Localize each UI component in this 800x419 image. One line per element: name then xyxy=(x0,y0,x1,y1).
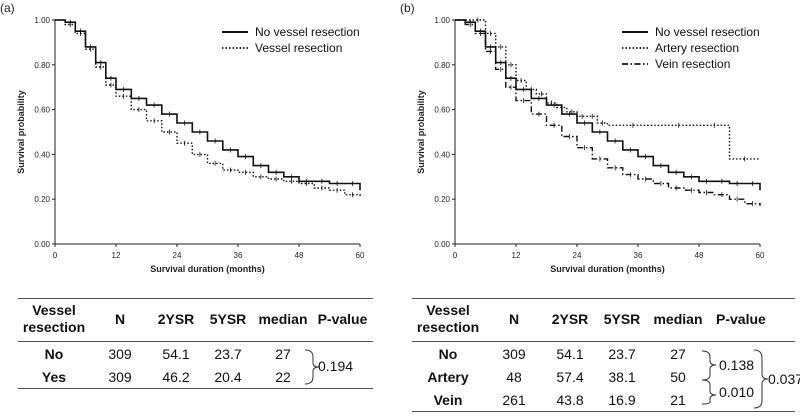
header-2ysr: 2YSR xyxy=(157,310,195,327)
cell-5ysr: 23.7 xyxy=(214,345,242,362)
y-tick-label: 0.00 xyxy=(434,240,450,249)
y-tick-label: 1.00 xyxy=(34,16,50,25)
cell-median: 22 xyxy=(275,368,291,385)
table-row: No 309 54.1 23.7 27 xyxy=(18,342,373,366)
table-row: Artery 48 57.4 38.1 50 xyxy=(412,365,795,388)
header-2ysr: 2YSR xyxy=(551,310,589,327)
header-median: median xyxy=(258,310,308,327)
cell-5ysr: 16.9 xyxy=(608,391,636,408)
x-tick-label: 0 xyxy=(53,251,58,260)
km-curve xyxy=(55,19,361,197)
header-median: median xyxy=(653,310,703,327)
header-p-value: P-value xyxy=(317,310,368,327)
y-tick-label: 0.40 xyxy=(34,150,50,159)
header-5ysr: 5YSR xyxy=(209,310,247,327)
results-table-b: Vessel resection N 2YSR 5YSR median P-va… xyxy=(412,298,795,412)
y-axis-title: Survival probability xyxy=(16,90,26,174)
table-header-row: Vessel resection N 2YSR 5YSR median P-va… xyxy=(18,298,373,342)
cell-5ysr: 23.7 xyxy=(608,345,636,362)
x-tick-label: 24 xyxy=(173,251,182,260)
row-label: Yes xyxy=(41,368,67,385)
legend-label: Artery resection xyxy=(655,41,739,55)
cell-n: 309 xyxy=(108,368,132,385)
km-curve xyxy=(455,19,761,206)
x-axis-title: Survival duration (months) xyxy=(150,264,265,274)
panel-label: (a) xyxy=(0,1,15,15)
legend-label: Vein resection xyxy=(655,57,730,71)
table-row: Vein 261 43.8 16.9 21 xyxy=(412,388,795,412)
y-tick-label: 0.20 xyxy=(434,195,450,204)
y-tick-label: 0.60 xyxy=(34,106,50,115)
cell-n: 261 xyxy=(502,391,526,408)
p-value-bracket-a xyxy=(304,349,320,385)
x-tick-label: 60 xyxy=(756,251,765,260)
header-vessel-resection: Vessel resection xyxy=(416,302,480,335)
cell-5ysr: 20.4 xyxy=(214,368,242,385)
cell-n: 309 xyxy=(502,345,526,362)
x-tick-label: 36 xyxy=(234,251,243,260)
cell-n: 48 xyxy=(506,368,522,385)
p-value-a: 0.194 xyxy=(318,358,354,374)
p-value-bracket-b-outer xyxy=(753,349,769,409)
legend-label: Vessel resection xyxy=(255,41,342,55)
cell-2ysr: 57.4 xyxy=(556,368,584,385)
cell-median: 27 xyxy=(275,345,291,362)
legend-label: No vessel resection xyxy=(255,25,360,39)
x-tick-label: 60 xyxy=(356,251,365,260)
y-axis-title: Survival probability xyxy=(416,90,426,174)
cell-median: 21 xyxy=(670,391,686,408)
header-5ysr: 5YSR xyxy=(603,310,641,327)
legend-label: No vessel resection xyxy=(655,25,760,39)
cell-median: 27 xyxy=(670,345,686,362)
x-tick-label: 0 xyxy=(453,251,458,260)
km-curve xyxy=(55,19,361,191)
p-value-bracket-b-inner xyxy=(701,350,717,405)
x-tick-label: 48 xyxy=(695,251,704,260)
p-value-overall: 0.037 xyxy=(768,371,800,387)
x-tick-label: 12 xyxy=(512,251,521,260)
x-tick-label: 24 xyxy=(573,251,582,260)
table-row: Yes 309 46.2 20.4 22 xyxy=(18,365,373,389)
row-label: No xyxy=(44,345,64,362)
cell-2ysr: 46.2 xyxy=(162,368,190,385)
km-chart-b: (b) 0.00 0.20 0.40 0.60 0.80 1.00 0 12 24 36 48 60 Su… xyxy=(400,1,765,274)
header-vessel-resection: Vessel resection xyxy=(22,302,86,335)
x-tick-label: 48 xyxy=(295,251,304,260)
x-tick-label: 12 xyxy=(112,251,121,260)
header-n: N xyxy=(508,310,520,327)
y-tick-label: 0.20 xyxy=(34,195,50,204)
cell-n: 309 xyxy=(108,345,132,362)
header-p-value: P-value xyxy=(716,310,766,327)
cell-5ysr: 38.1 xyxy=(608,368,636,385)
x-axis-title: Survival duration (months) xyxy=(550,264,665,274)
y-tick-label: 0.80 xyxy=(434,61,450,70)
y-tick-label: 0.00 xyxy=(34,240,50,249)
panel-label: (b) xyxy=(400,1,415,15)
x-tick-label: 36 xyxy=(634,251,643,260)
y-tick-label: 1.00 xyxy=(434,16,450,25)
km-chart-a: (a) 0.00 0.20 0.40 0.60 0.80 1.00 0 12 24 36 48 60 Su… xyxy=(0,1,365,274)
p-value-artery-vs-vein: 0.010 xyxy=(719,384,755,400)
header-n: N xyxy=(114,310,126,327)
cell-2ysr: 43.8 xyxy=(556,391,584,408)
cell-2ysr: 54.1 xyxy=(556,345,584,362)
y-tick-label: 0.40 xyxy=(434,150,450,159)
y-tick-label: 0.80 xyxy=(34,61,50,70)
y-tick-label: 0.60 xyxy=(434,106,450,115)
p-value-no-vs-artery: 0.138 xyxy=(719,357,755,373)
row-label: Artery xyxy=(427,368,469,385)
table-row: No 309 54.1 23.7 27 xyxy=(412,342,795,366)
results-table-a: Vessel resection N 2YSR 5YSR median P-va… xyxy=(18,298,373,389)
cell-median: 50 xyxy=(670,368,686,385)
row-label: Vein xyxy=(433,391,463,408)
cell-2ysr: 54.1 xyxy=(162,345,190,362)
row-label: No xyxy=(438,345,458,362)
table-header-row: Vessel resection N 2YSR 5YSR median P-va… xyxy=(412,298,795,342)
